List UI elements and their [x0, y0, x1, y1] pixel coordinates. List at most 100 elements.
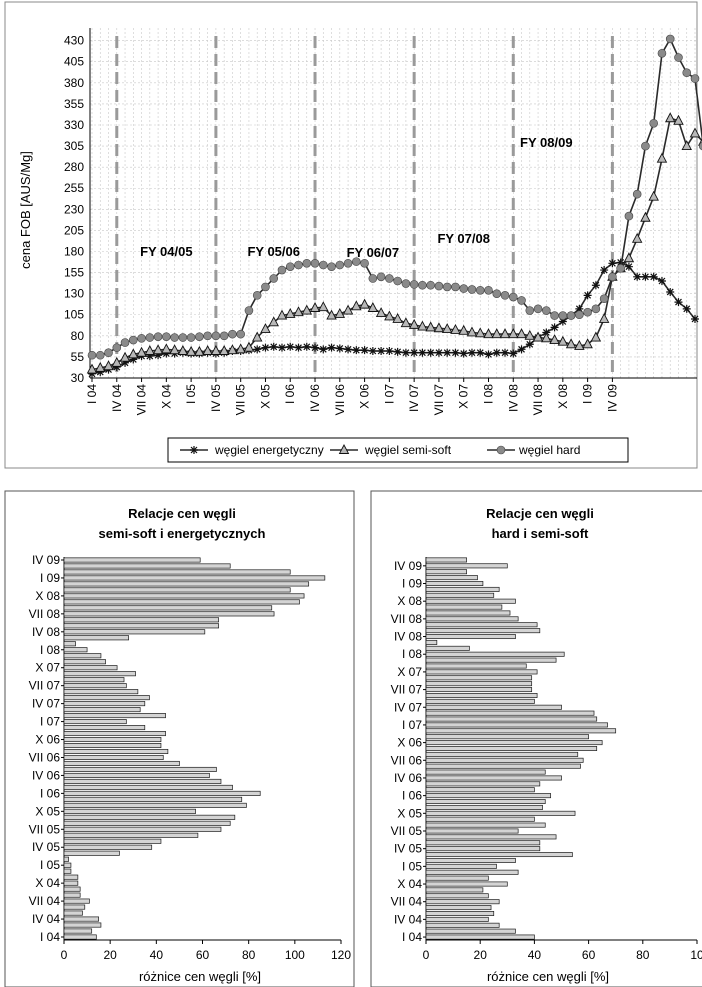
data-point: [641, 272, 650, 281]
bar: [425, 787, 535, 793]
bar: [425, 610, 511, 616]
fy-label: FY 05/06: [247, 244, 300, 259]
bar: [425, 563, 508, 569]
category-label: I 06: [40, 786, 60, 800]
data-point: [525, 306, 535, 315]
bar: [425, 828, 519, 834]
bar: [425, 639, 438, 645]
data-point: [509, 349, 518, 358]
data-point: [590, 331, 602, 342]
x-tick-label: 20: [103, 948, 117, 962]
data-point: [532, 331, 544, 342]
data-point: [119, 351, 131, 362]
bar: [425, 793, 552, 799]
bar: [63, 784, 233, 790]
data-point: [600, 266, 609, 275]
data-point: [185, 345, 197, 356]
data-point: [410, 348, 419, 357]
data-point: [294, 343, 303, 352]
data-point: [649, 272, 658, 281]
bar: [63, 593, 305, 599]
data-point: [524, 329, 536, 340]
bar: [63, 916, 99, 922]
bar: [425, 863, 497, 869]
data-point: [616, 264, 625, 273]
x-tick-label: 20: [474, 948, 488, 962]
data-point: [103, 360, 114, 371]
bar: [425, 663, 527, 669]
category-label: X 07: [35, 661, 60, 675]
x-tick-label: 0: [61, 948, 68, 962]
legend-label: węgiel hard: [518, 443, 580, 457]
data-point: [466, 326, 478, 337]
bar: [63, 850, 120, 856]
bar: [63, 778, 222, 784]
bar-chart-2-title-line-2: hard i semi-soft: [492, 526, 589, 541]
data-point: [664, 112, 676, 123]
bar: [425, 799, 546, 805]
y-tick-label: 55: [71, 350, 85, 364]
data-point: [136, 346, 147, 357]
bar: [63, 838, 162, 844]
data-point: [666, 287, 675, 296]
data-point: [542, 306, 551, 315]
category-label: IV 09: [394, 559, 422, 573]
bar: [63, 772, 210, 778]
data-point: [318, 301, 329, 312]
category-label: X 04: [397, 877, 422, 891]
data-point: [442, 282, 452, 292]
bar: [63, 832, 199, 838]
category-label: I 04: [402, 930, 422, 944]
bar: [425, 645, 470, 651]
bar: [63, 886, 81, 892]
bar: [425, 911, 495, 916]
data-point: [284, 307, 296, 318]
data-point: [87, 350, 97, 360]
data-point: [244, 306, 254, 315]
data-point: [120, 338, 130, 347]
data-point: [401, 279, 411, 288]
bar: [425, 869, 519, 875]
data-point: [624, 211, 634, 221]
data-point: [392, 313, 403, 323]
x-tick-label: 80: [636, 948, 650, 962]
category-label: IV 09: [32, 553, 60, 567]
data-point: [88, 369, 96, 378]
data-point: [342, 304, 354, 315]
x-tick-label: 60: [582, 948, 596, 962]
line-chart-frame: [4, 1, 698, 469]
data-point: [599, 294, 609, 304]
category-label: I 08: [40, 643, 60, 657]
bar: [63, 713, 166, 719]
data-point: [302, 259, 312, 268]
bar: [425, 846, 541, 852]
data-point: [674, 53, 683, 62]
bar-chart-1-title-line-1: Relacje cen węgli: [128, 506, 236, 521]
category-label: VII 07: [29, 679, 61, 693]
category-label: IV 08: [394, 630, 422, 644]
bar: [63, 802, 247, 808]
data-point: [338, 444, 350, 454]
x-tick-label: X 04: [159, 384, 173, 409]
data-point: [377, 347, 386, 356]
data-point: [311, 343, 320, 352]
data-point: [95, 361, 106, 372]
data-point: [326, 309, 337, 320]
category-label: X 07: [397, 665, 422, 679]
data-point: [574, 339, 585, 350]
data-point: [360, 259, 369, 268]
bar: [425, 934, 535, 940]
x-tick-label: I 04: [85, 384, 99, 404]
data-point: [153, 332, 163, 341]
data-point: [190, 446, 198, 454]
bar: [63, 922, 102, 928]
bar: [425, 751, 579, 757]
data-point: [640, 211, 651, 222]
data-point: [641, 141, 650, 151]
bar: [425, 822, 546, 828]
bar: [63, 880, 79, 886]
data-point: [368, 347, 377, 356]
bar-chart-2-x-axis-label: różnice cen węgli [%]: [487, 969, 609, 984]
bar-chart-1-x-axis-label: różnice cen węgli [%]: [139, 969, 261, 984]
data-point: [243, 341, 255, 352]
